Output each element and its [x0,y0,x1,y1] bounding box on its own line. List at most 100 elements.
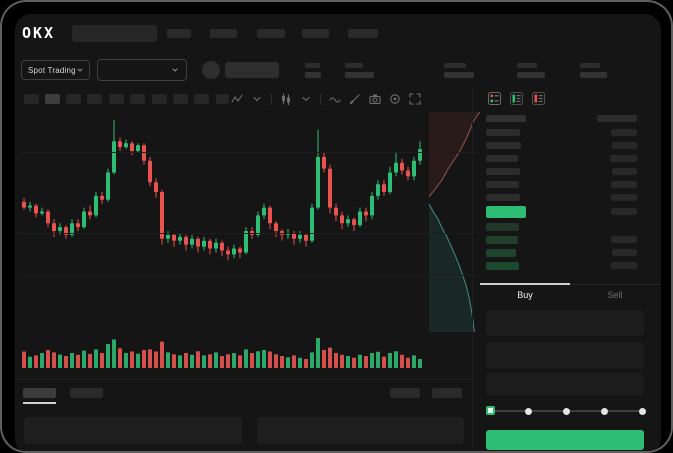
ask-row-price[interactable] [486,194,520,201]
chevron-down-icon [171,66,179,74]
ask-row-price[interactable] [486,155,518,162]
search-input[interactable] [72,25,157,42]
ask-row-price[interactable] [486,181,519,188]
nav-item[interactable] [302,29,329,38]
spread-amount [611,208,637,215]
okx-logo[interactable]: OKX [22,24,56,42]
chart-toolbar [231,92,421,106]
chevron-down-icon[interactable] [300,93,312,105]
gridline [18,152,480,153]
buy-submit-button[interactable] [486,430,644,450]
market-type-label: Spot Trading [28,65,76,75]
market-stat-label [580,63,600,68]
compare-icon[interactable] [329,93,341,105]
ask-row-amount [612,142,637,149]
market-stat-value [305,72,321,78]
bid-row-price[interactable] [486,223,519,231]
pair-price-placeholder [225,62,279,78]
draw-icon[interactable] [349,93,361,105]
candle-type-icon[interactable] [280,93,292,105]
market-stat-value [517,72,545,78]
toolbar-divider [271,93,272,105]
ask-row-amount [610,155,637,162]
gridline [18,275,480,276]
nav-item[interactable] [210,29,237,38]
slider-stop[interactable] [600,407,608,415]
gridline [18,233,480,234]
timeframe-button[interactable] [45,94,60,104]
orderbook-view-toggles [488,92,545,105]
orderbook-asks-view-button[interactable] [532,92,545,105]
bid-row-amount [611,262,637,269]
market-stat-label [444,63,466,68]
timeframe-button[interactable] [173,94,188,104]
bottom-tab[interactable] [70,388,103,398]
candlestick-chart[interactable] [18,114,424,309]
bid-row-price[interactable] [486,249,516,257]
bottom-divider [16,379,472,380]
timeframe-button[interactable] [66,94,81,104]
ask-row-price[interactable] [486,142,521,149]
slider-stop[interactable] [563,407,570,415]
active-tab-indicator [480,283,570,285]
ask-row-amount [611,181,637,188]
orderbook-header-amount [597,115,637,122]
slider-stop[interactable] [638,407,646,415]
tab-buy-label: Buy [517,290,533,300]
market-stat-value [345,72,374,78]
nav-item[interactable] [348,29,378,38]
chevron-down-icon [76,66,84,74]
bottom-action-button[interactable] [390,388,420,398]
timeframe-button[interactable] [130,94,145,104]
zigzag-icon[interactable] [231,93,243,105]
bottom-row-placeholder [257,417,464,444]
market-stat-label [345,63,363,68]
bid-row-price[interactable] [486,262,519,270]
last-price-bar[interactable] [486,206,526,218]
settings-icon[interactable] [389,93,401,105]
tab-sell-label: Sell [607,290,623,300]
ask-row-price[interactable] [486,168,520,175]
market-type-selector[interactable]: Spot Trading [21,60,90,80]
tab-sell[interactable]: Sell [570,286,660,304]
timeframe-button[interactable] [152,94,167,104]
bid-row-price[interactable] [486,236,518,244]
ask-row-amount [611,129,637,136]
timeframe-button[interactable] [87,94,102,104]
camera-icon[interactable] [369,93,381,105]
timeframe-button[interactable] [194,94,209,104]
tabs-divider [480,284,660,285]
ask-row-amount [611,194,637,201]
timeframe-button[interactable] [216,94,229,104]
nav-item[interactable] [167,29,191,38]
order-field[interactable] [486,310,644,336]
bottom-action-button[interactable] [432,388,462,398]
bottom-row-placeholder [24,417,242,444]
orderbook-split-view-button[interactable] [488,92,501,105]
market-stat-value [444,72,474,78]
bottom-tab[interactable] [23,388,56,398]
order-field[interactable] [486,373,644,395]
bid-row-amount [612,249,637,256]
depth-chart [429,112,480,332]
pair-selector[interactable] [97,59,187,81]
market-stat-label [305,63,320,68]
timeframe-button[interactable] [109,94,124,104]
orderbook-bids-view-button[interactable] [510,92,523,105]
volume-chart[interactable] [18,338,424,368]
tab-buy[interactable]: Buy [480,286,570,304]
ask-row-amount [612,168,637,175]
order-field[interactable] [486,342,644,369]
fullscreen-icon[interactable] [409,93,421,105]
toolbar-divider [320,93,321,105]
nav-item[interactable] [257,29,285,38]
bottom-tab-indicator [23,402,56,404]
timeframe-button[interactable] [24,94,39,104]
chevron-down-icon[interactable] [251,93,263,105]
slider-handle[interactable] [486,406,495,415]
bid-row-amount [611,236,637,243]
panel-divider [472,87,473,449]
slider-stop[interactable] [525,407,533,415]
ask-row-price[interactable] [486,129,520,136]
